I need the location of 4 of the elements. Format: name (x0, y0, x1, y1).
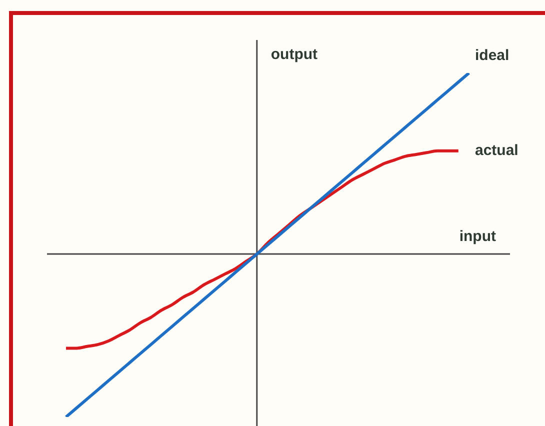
series-label: ideal (475, 47, 510, 64)
series-label: actual (475, 142, 518, 159)
y-axis-title: output (270, 46, 318, 63)
x-axis-title: input (459, 228, 496, 246)
